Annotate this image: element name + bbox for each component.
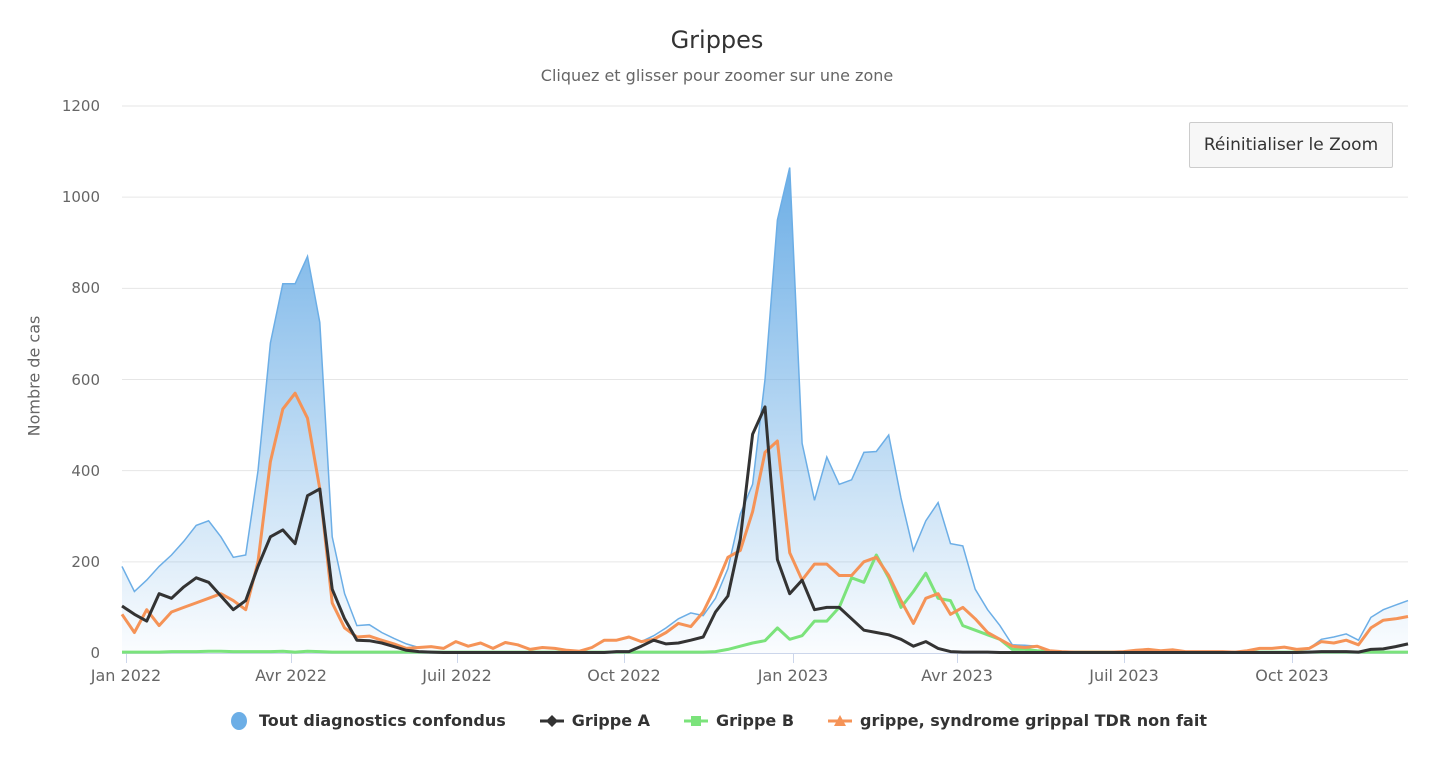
- chart-subtitle: Cliquez et glisser pour zoomer sur une z…: [540, 66, 894, 85]
- reset-zoom-button[interactable]: Réinitialiser le Zoom: [1189, 122, 1393, 168]
- y-tick-label: 1200: [61, 97, 100, 115]
- square-icon: [684, 715, 709, 726]
- legend-label: grippe, syndrome grippal TDR non fait: [860, 711, 1207, 730]
- x-tick-label: Avr 2023: [921, 666, 993, 685]
- y-tick-label: 200: [71, 552, 100, 571]
- legend-label: Grippe B: [716, 711, 795, 730]
- legend-item[interactable]: Tout diagnostics confondus: [227, 711, 506, 730]
- y-tick-label: 800: [71, 279, 100, 298]
- x-axis: [122, 653, 1408, 663]
- y-tick-label: 400: [71, 461, 100, 480]
- diamond-icon: [539, 714, 564, 727]
- y-tick-label: 1000: [61, 188, 100, 207]
- triangle-icon: [828, 714, 853, 726]
- legend: Tout diagnostics confondus Grippe A Grippe…: [0, 711, 1434, 730]
- legend-label: Tout diagnostics confondus: [259, 711, 506, 730]
- x-tick-label: Jan 2023: [757, 666, 829, 685]
- y-tick-label: 0: [90, 644, 100, 662]
- chart-title: Grippes: [670, 26, 764, 54]
- series-grippe-a-line[interactable]: [121, 405, 1409, 654]
- y-tick-label: 600: [71, 370, 100, 389]
- circle-icon: [231, 711, 248, 730]
- series-group: [120, 167, 1409, 654]
- legend-item[interactable]: Grippe B: [684, 711, 794, 730]
- legend-item[interactable]: grippe, syndrome grippal TDR non fait: [828, 711, 1207, 730]
- x-tick-label: Juil 2022: [422, 666, 492, 685]
- x-tick-label: Oct 2022: [587, 666, 661, 685]
- x-tick-label: Jan 2022: [90, 666, 162, 685]
- legend-item[interactable]: Grippe A: [539, 711, 651, 730]
- x-tick-label: Oct 2023: [1255, 666, 1329, 685]
- legend-label: Grippe A: [571, 711, 651, 730]
- x-tick-label: Avr 2022: [255, 666, 327, 685]
- x-tick-label: Juil 2023: [1089, 666, 1159, 685]
